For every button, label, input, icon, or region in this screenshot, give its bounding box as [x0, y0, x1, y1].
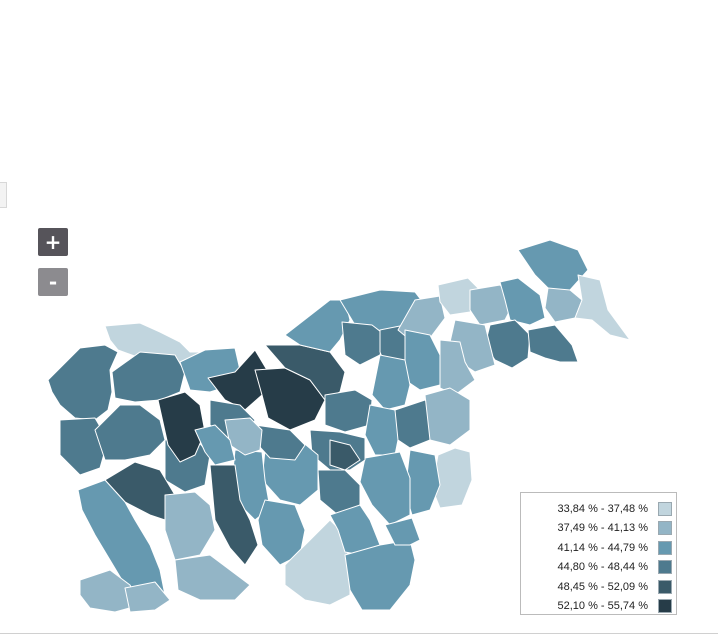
- legend-swatch: [658, 501, 672, 516]
- legend: 33,84 % - 37,48 % 37,49 % - 41,13 % 41,1…: [520, 492, 677, 615]
- legend-item: 48,45 % - 52,09 %: [525, 577, 672, 597]
- legend-label: 41,14 % - 44,79 %: [557, 541, 648, 554]
- municipality-region[interactable]: [284, 299, 351, 353]
- legend-item: 41,14 % - 44,79 %: [525, 538, 672, 558]
- municipality-region[interactable]: [344, 539, 416, 611]
- municipality-region[interactable]: [94, 404, 166, 461]
- municipality-region[interactable]: [439, 339, 476, 396]
- legend-label: 33,84 % - 37,48 %: [557, 502, 648, 515]
- bottom-border: [0, 633, 718, 634]
- legend-swatch: [658, 540, 672, 555]
- municipality-region[interactable]: [499, 277, 546, 326]
- legend-item: 33,84 % - 37,48 %: [525, 499, 672, 519]
- municipality-region[interactable]: [157, 391, 206, 463]
- municipality-region[interactable]: [111, 351, 186, 403]
- legend-label: 48,45 % - 52,09 %: [557, 580, 648, 593]
- legend-swatch: [658, 521, 672, 536]
- municipality-region[interactable]: [371, 354, 411, 411]
- municipality-region[interactable]: [527, 324, 579, 363]
- municipality-region[interactable]: [164, 491, 216, 561]
- municipality-region[interactable]: [324, 389, 373, 433]
- legend-swatch: [658, 560, 672, 575]
- legend-label: 44,80 % - 48,44 %: [557, 561, 648, 574]
- legend-item: 44,80 % - 48,44 %: [525, 558, 672, 578]
- municipality-region[interactable]: [209, 464, 259, 566]
- legend-item: 37,49 % - 41,13 %: [525, 519, 672, 539]
- municipality-region[interactable]: [574, 274, 631, 341]
- municipality-region[interactable]: [517, 239, 589, 291]
- legend-swatch: [658, 599, 672, 614]
- zoom-out-button[interactable]: -: [38, 268, 68, 296]
- zoom-in-button[interactable]: +: [38, 228, 68, 256]
- municipality-region[interactable]: [404, 329, 441, 391]
- municipality-region[interactable]: [47, 344, 119, 421]
- municipality-region[interactable]: [194, 424, 236, 466]
- legend-label: 52,10 % - 55,74 %: [557, 600, 648, 613]
- municipality-region[interactable]: [359, 451, 411, 526]
- municipality-region[interactable]: [329, 439, 361, 471]
- municipality-region[interactable]: [124, 581, 171, 613]
- municipality-region[interactable]: [424, 387, 471, 446]
- legend-item: 52,10 % - 55,74 %: [525, 597, 672, 617]
- legend-swatch: [658, 579, 672, 594]
- left-panel-tab[interactable]: [0, 182, 7, 208]
- municipality-region[interactable]: [384, 517, 421, 546]
- municipality-region[interactable]: [79, 569, 141, 613]
- legend-label: 37,49 % - 41,13 %: [557, 522, 648, 535]
- municipality-region[interactable]: [174, 554, 251, 601]
